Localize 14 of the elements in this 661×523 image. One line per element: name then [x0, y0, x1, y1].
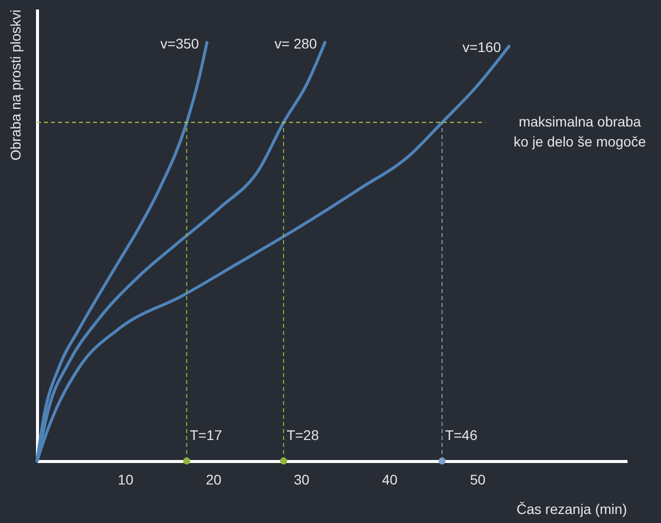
- series-label: v=160: [462, 39, 502, 56]
- series-label: v=350: [160, 35, 200, 52]
- ref-line-label: T=28: [286, 427, 320, 443]
- ref-line-label: T=17: [190, 427, 222, 443]
- x-axis-title: Čas rezanja (min): [516, 501, 627, 517]
- x-tick-label: 30: [294, 472, 310, 488]
- x-tick-label: 40: [382, 472, 398, 488]
- ref-line-label: T=46: [445, 427, 478, 443]
- x-tick-label: 10: [118, 472, 134, 488]
- y-axis-title: Obraba na prosti ploskvi: [8, 10, 24, 160]
- x-tick-label: 20: [206, 472, 222, 488]
- series-label: v= 280: [274, 35, 318, 52]
- ref-line-label: maksimalna obraba ko je delo še mogoče: [514, 113, 646, 150]
- x-tick-label: 50: [470, 472, 486, 488]
